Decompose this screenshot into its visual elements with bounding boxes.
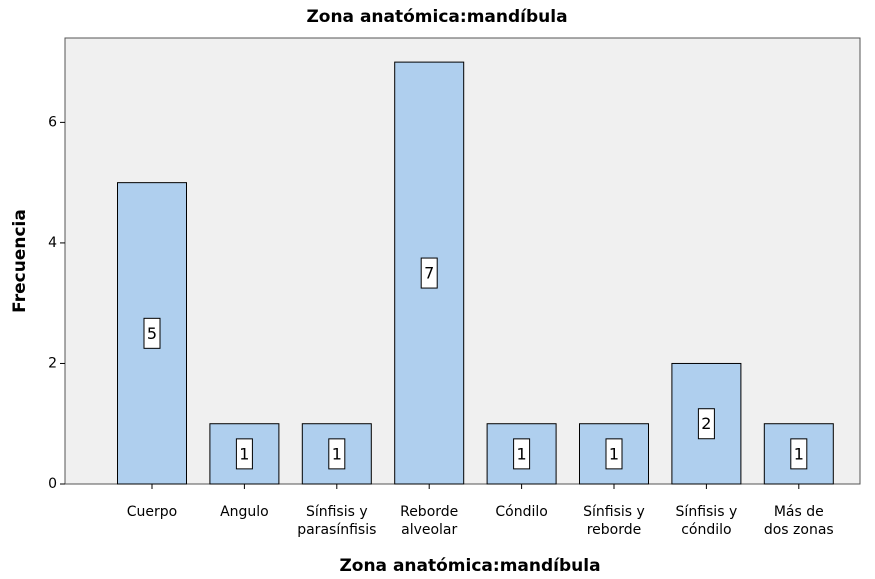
x-tick-label: parasínfisis	[297, 522, 376, 538]
x-tick-label: Reborde	[400, 504, 458, 520]
y-axis-label: Frecuencia	[10, 209, 30, 313]
chart-title: Zona anatómica:mandíbula	[306, 7, 567, 27]
y-tick-label: 2	[48, 355, 57, 371]
x-tick-label: Más de	[774, 504, 824, 520]
x-tick-label: Sínfisis y	[583, 504, 645, 520]
x-axis-label: Zona anatómica:mandíbula	[339, 556, 600, 576]
x-tick-label: Angulo	[220, 504, 269, 520]
value-label: 7	[424, 264, 434, 283]
value-label: 1	[517, 444, 527, 463]
y-tick-label: 6	[48, 114, 57, 130]
value-label: 5	[147, 324, 157, 343]
value-label-box	[235, 438, 253, 470]
value-label: 1	[239, 444, 249, 463]
x-tick-label: Cóndilo	[495, 504, 547, 520]
x-tick-label: alveolar	[401, 522, 457, 538]
value-label-box	[513, 438, 531, 470]
x-tick-label: reborde	[587, 522, 642, 538]
y-tick-label: 4	[48, 235, 57, 251]
value-label-box	[143, 317, 161, 349]
value-label-box	[328, 438, 346, 470]
x-tick-label: cóndilo	[681, 522, 731, 538]
value-label-box	[790, 438, 808, 470]
value-label: 1	[794, 444, 804, 463]
value-label-box	[420, 257, 438, 289]
value-label: 1	[332, 444, 342, 463]
value-label-box	[605, 438, 623, 470]
x-tick-label: Sínfisis y	[306, 504, 368, 520]
value-label-box	[697, 408, 715, 440]
bar	[486, 423, 557, 485]
x-tick-label: Cuerpo	[127, 504, 177, 520]
x-tick-label: dos zonas	[764, 522, 834, 538]
x-tick-label: Sínfisis y	[676, 504, 738, 520]
y-tick-label: 0	[48, 476, 57, 492]
value-label: 2	[701, 414, 711, 433]
value-label: 1	[609, 444, 619, 463]
